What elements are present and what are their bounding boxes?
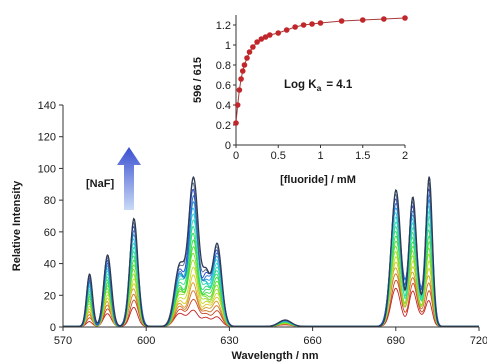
inset-x-tick-label: 1.5 (355, 150, 370, 162)
inset-y-tick-label: 1.2 (216, 20, 231, 32)
main-x-tick-label: 570 (54, 335, 72, 347)
main-y-tick-label: 60 (44, 227, 56, 239)
main-y-tick-label: 0 (50, 322, 56, 334)
inset-fit-curve (235, 17, 406, 124)
inset-data-point (236, 87, 243, 93)
inset-axes (233, 15, 406, 148)
inset-x-tick-label: 0.5 (271, 150, 286, 162)
inset-y-axis-title: 596 / 615 (192, 57, 204, 103)
main-y-tick-label: 40 (44, 259, 56, 271)
increasing-concentration-arrow-icon (117, 147, 141, 210)
inset-x-tick-label: 2 (402, 150, 408, 162)
main-y-tick-label: 80 (44, 195, 56, 207)
inset-data-point (300, 22, 307, 28)
main-x-tick-label: 720 (470, 335, 487, 347)
inset-x-tick-labels: 0 0.5 1 1.5 2 (233, 150, 408, 162)
inset-data-point (262, 34, 269, 40)
inset-x-tick-label: 0 (233, 150, 239, 162)
main-y-tick-label: 140 (38, 100, 56, 112)
inset-y-tick-label: 0.6 (216, 80, 231, 92)
main-x-tick-labels: 570 600 630 660 690 720 (54, 335, 487, 347)
inset-data-point (233, 120, 239, 126)
inset-data-point (309, 21, 315, 27)
binding-isotherm-inset: 0 0.5 1 1.5 2 0 0.2 0.4 0.6 0.8 1 1.2 [fluoride] /… (192, 15, 408, 186)
inset-x-tick-label: 1 (317, 150, 323, 162)
inset-data-points (233, 15, 408, 126)
main-y-tick-label: 100 (38, 163, 56, 175)
spectrum-series (63, 175, 479, 328)
naf-label: [NaF] (86, 178, 114, 190)
inset-data-point (246, 49, 253, 55)
inset-data-point (402, 15, 408, 21)
inset-y-tick-label: 1 (225, 40, 231, 52)
inset-data-point (338, 18, 345, 24)
inset-data-point (359, 17, 366, 23)
inset-data-point (267, 32, 273, 38)
log-ka-label: Log K (284, 79, 317, 91)
inset-data-point (238, 76, 244, 82)
inset-data-point (241, 62, 248, 68)
main-y-tick-labels: 0 20 40 60 80 100 120 140 (38, 100, 56, 334)
inset-y-tick-label: 0 (225, 140, 231, 152)
inset-data-point (258, 36, 265, 42)
inset-data-point (283, 27, 290, 33)
spectra-series-group (63, 175, 479, 328)
inset-y-tick-label: 0.8 (216, 60, 231, 72)
inset-x-axis-title: [fluoride] / mM (280, 174, 356, 186)
inset-data-point (239, 68, 246, 74)
main-x-tick-label: 600 (137, 335, 155, 347)
inset-data-point (244, 55, 250, 61)
main-axes (59, 104, 480, 331)
main-y-axis-title: Relative Intensity (11, 180, 23, 271)
inset-y-tick-label: 0.4 (216, 100, 231, 112)
inset-data-point (250, 44, 256, 50)
main-x-tick-label: 690 (387, 335, 405, 347)
inset-data-point (381, 16, 387, 22)
main-x-tick-label: 630 (220, 335, 238, 347)
inset-y-tick-labels: 0 0.2 0.4 0.6 0.8 1 1.2 (216, 20, 231, 152)
inset-y-tick-label: 0.2 (216, 120, 231, 132)
log-ka-annotation: Log Ka = 4.1 (284, 79, 353, 93)
main-x-tick-label: 660 (303, 335, 321, 347)
main-x-axis-title: Wavelength / nm (232, 350, 319, 362)
log-ka-value: = 4.1 (326, 79, 353, 91)
log-ka-subscript: a (317, 83, 322, 93)
inset-data-point (292, 24, 298, 30)
main-y-tick-label: 120 (38, 132, 56, 144)
inset-data-point (275, 30, 282, 36)
inset-data-point (234, 102, 241, 108)
inset-data-point (254, 39, 260, 45)
main-y-tick-label: 20 (44, 290, 56, 302)
inset-data-point (317, 20, 324, 26)
